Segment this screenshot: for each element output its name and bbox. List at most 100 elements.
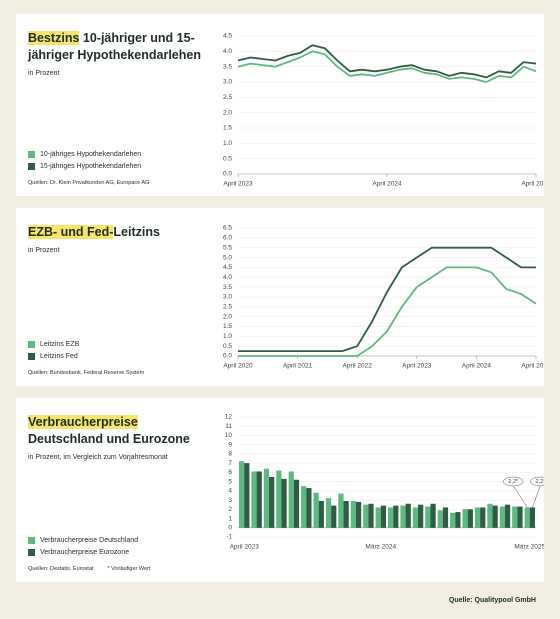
title-highlight: Verbraucherpreise <box>28 415 138 429</box>
bar <box>238 461 245 528</box>
title-highlight: EZB- und Fed- <box>28 225 114 239</box>
y-tick-label: 2.0 <box>223 109 232 116</box>
bar <box>400 505 406 528</box>
bar <box>343 501 349 528</box>
y-tick-label: 3.0 <box>223 79 232 86</box>
legend-item: 10-jähriges Hypothekendarlehen <box>28 151 141 158</box>
bar <box>338 493 344 528</box>
chart: 0.0 0.5 1.0 1.5 2.0 2.5 3.0 3.5 4.0 4.5 5.0 5.5 6.0 6… <box>223 225 544 370</box>
bar <box>313 492 319 528</box>
legend: Leitzins EZB Leitzins Fed <box>28 336 79 360</box>
bar <box>256 471 262 528</box>
y-tick-label: 4.5 <box>223 33 232 40</box>
bar <box>480 507 486 528</box>
source: Quellen: Bundesbank, Federal Reserve Sys… <box>28 370 208 376</box>
annotation: 2,2* <box>536 479 544 485</box>
bar <box>412 507 419 528</box>
title: EZB- und Fed-Leitzins in Prozent <box>28 224 203 256</box>
legend-swatch <box>28 353 35 360</box>
subtitle: in Prozent <box>28 70 60 77</box>
source-text: Quellen: Destatis, Eurostat <box>28 566 94 572</box>
x-tick-label: April 2024 <box>372 181 402 188</box>
bar <box>368 503 374 528</box>
y-tick-label: 9 <box>228 441 232 448</box>
y-tick-label: 0.0 <box>223 171 232 178</box>
subtitle: in Prozent <box>28 247 60 254</box>
line <box>238 266 537 357</box>
source-text: Quellen: Dr. Klein Privatkunden AG, Euro… <box>28 180 150 186</box>
y-tick-label: 6.0 <box>223 235 232 242</box>
legend-label: Leitzins Fed <box>40 353 78 360</box>
y-tick-label: 11 <box>225 423 232 430</box>
bar <box>269 477 275 528</box>
bar <box>325 498 332 528</box>
y-tick-label: 5 <box>228 478 232 485</box>
y-tick-label: 10 <box>225 432 233 439</box>
y-tick-label: 2.5 <box>223 303 232 310</box>
source-text: Quellen: Bundesbank, Federal Reserve Sys… <box>28 370 145 376</box>
bar <box>350 501 356 528</box>
bar <box>474 507 481 528</box>
panel: Bestzins 10-jähriger und 15-jähriger Hyp… <box>16 14 544 196</box>
bar <box>375 507 381 528</box>
y-tick-label: 5.0 <box>223 254 232 261</box>
y-tick-label: 3.5 <box>223 63 232 70</box>
bar <box>355 501 362 528</box>
y-tick-label: 0.5 <box>223 155 232 162</box>
panel: EZB- und Fed-Leitzins in Prozent Leitzin… <box>16 208 544 386</box>
y-tick-label: 8 <box>228 451 232 458</box>
chart: 0.0 0.5 1.0 1.5 2.0 2.5 3.0 3.5 4.0 4.5 April 2023… <box>223 33 544 188</box>
bar <box>276 470 282 528</box>
annotation-bubble <box>530 476 544 487</box>
note: * Vorläufiger Wert <box>107 566 151 572</box>
y-tick-label: 2.0 <box>223 313 232 320</box>
y-tick-label: 6 <box>228 469 232 476</box>
bar <box>293 479 300 528</box>
panel-text: Bestzins 10-jähriger und 15-jähriger Hyp… <box>28 14 208 196</box>
annotation-pointer <box>512 485 528 508</box>
title-text: 10-jähriger und 15-jähriger Hypothekenda… <box>28 31 201 62</box>
legend-swatch <box>28 163 35 170</box>
bar <box>524 507 530 528</box>
y-tick-label: 1.5 <box>223 323 232 330</box>
bar <box>462 509 468 528</box>
bar <box>430 503 436 528</box>
bar <box>405 503 411 528</box>
title: Bestzins 10-jähriger und 15-jähriger Hyp… <box>28 30 203 79</box>
bar <box>442 507 449 528</box>
y-tick-label: 1.0 <box>223 333 232 340</box>
x-tick-label: April 2023 <box>223 181 253 188</box>
y-tick-label: 7 <box>228 460 232 467</box>
legend: Verbraucherpreise Deutschland Verbraucher… <box>28 532 138 556</box>
y-tick-label: 1.5 <box>223 125 232 132</box>
y-tick-label: 4.5 <box>223 264 232 271</box>
y-tick-label: 4.0 <box>223 274 232 281</box>
legend-label: Verbraucherpreise Eurozone <box>40 549 130 556</box>
bar <box>529 507 536 528</box>
legend-swatch <box>28 341 35 348</box>
bar <box>425 506 431 528</box>
y-tick-label: 2 <box>228 506 232 513</box>
panel: Verbraucherpreise Deutschland und Eurozo… <box>16 398 544 582</box>
bar <box>331 505 337 528</box>
x-tick-label: April 2022 <box>343 363 373 370</box>
bar <box>318 501 324 528</box>
legend-label: 15-jähriges Hypothekendarlehen <box>40 163 142 170</box>
y-tick-label: 3.5 <box>223 284 232 291</box>
legend-item: Verbraucherpreise Deutschland <box>28 537 138 544</box>
bar <box>363 504 369 528</box>
title-text: Leitzins <box>113 225 160 239</box>
y-tick-label: 2.5 <box>223 94 232 101</box>
panel-text: EZB- und Fed-Leitzins in Prozent Leitzin… <box>28 208 208 386</box>
legend-item: Leitzins Fed <box>28 353 79 360</box>
bar <box>467 509 473 528</box>
bar <box>380 505 387 528</box>
legend: 10-jähriges Hypothekendarlehen 15-jährige… <box>28 146 141 170</box>
annotation-bubble <box>502 476 524 487</box>
legend-swatch <box>28 151 35 158</box>
y-tick-label: 1 <box>228 515 232 522</box>
title: Verbraucherpreise Deutschland und Eurozo… <box>28 414 203 463</box>
bar <box>517 506 523 528</box>
subtitle: in Prozent, im Vergleich zum Vorjahresmo… <box>28 454 168 461</box>
y-tick-label: 0.0 <box>223 353 232 360</box>
